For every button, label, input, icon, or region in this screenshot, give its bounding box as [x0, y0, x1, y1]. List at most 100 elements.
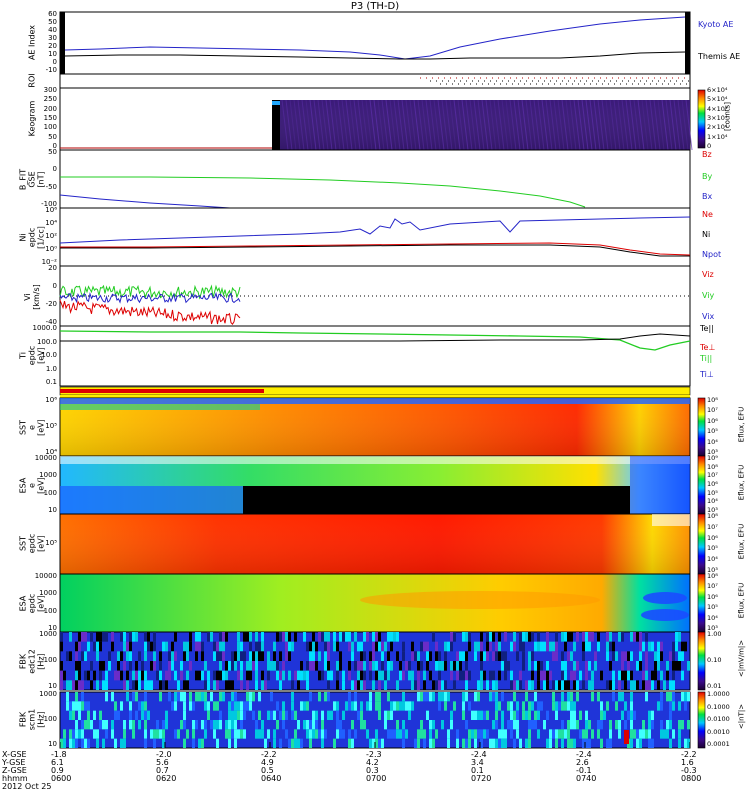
fbk-stripe: [411, 651, 414, 661]
fbk-stripe: [291, 641, 294, 652]
fbk-stripe: [651, 670, 654, 681]
x-tick-label: -2.2: [261, 750, 277, 759]
ylabel-keogram: Keogram: [27, 100, 37, 137]
fbk-stripe: [672, 651, 675, 661]
fbk-stripe: [402, 692, 405, 702]
fbk-stripe: [456, 670, 459, 681]
fbk-stripe: [318, 632, 321, 642]
fbk-stripe: [135, 670, 138, 681]
fbk-stripe: [510, 720, 513, 730]
fbk-stripe: [618, 680, 621, 690]
fbk-stripe: [582, 729, 585, 739]
fbk-stripe: [462, 692, 465, 702]
fbk-stripe: [576, 632, 579, 642]
fbk-stripe: [546, 641, 549, 652]
fbk-stripe: [300, 701, 303, 711]
fbk-stripe: [69, 632, 72, 642]
fbk-stripe: [630, 670, 633, 681]
fbk-stripe: [588, 641, 591, 652]
fbk-stripe: [312, 651, 315, 661]
fbk-stripe: [555, 680, 558, 690]
fbk-stripe: [561, 738, 564, 748]
fbk-stripe: [207, 710, 210, 720]
fbk-stripe: [444, 692, 447, 702]
fbk-stripe: [540, 670, 543, 681]
fbk-stripe: [516, 729, 519, 739]
fbk-stripe: [630, 651, 633, 661]
fbk-stripe: [75, 701, 78, 711]
fbk-stripe: [501, 692, 504, 702]
fbk-stripe: [561, 701, 564, 711]
keogram-streak: [681, 99, 689, 151]
fbk-stripe: [93, 729, 96, 739]
fbk-stripe: [81, 632, 84, 642]
fbk-stripe: [480, 670, 483, 681]
fbk-stripe: [633, 729, 636, 739]
keogram-streak: [589, 99, 597, 151]
fbk-stripe: [81, 701, 84, 711]
fbk-stripe: [348, 661, 351, 671]
spectrogram-black-region: [243, 486, 630, 514]
fbk-stripe: [222, 632, 225, 642]
panel-esa-i: [59, 573, 706, 633]
legend-bx: Bx: [702, 192, 713, 201]
fbk-stripe: [600, 701, 603, 711]
fbk-stripe: [237, 651, 240, 661]
fbk-stripe: [522, 661, 525, 671]
fbk-stripe: [300, 738, 303, 748]
colorbar-tick-label: 10⁷: [707, 406, 718, 415]
fbk-stripe: [225, 632, 228, 642]
fbk-stripe: [279, 738, 282, 748]
panel-frame: [59, 149, 691, 209]
fbk-stripe: [387, 651, 390, 661]
fbk-stripe: [198, 738, 201, 748]
fbk-stripe: [132, 692, 135, 702]
keogram-streak: [645, 99, 653, 151]
fbk-stripe: [381, 738, 384, 748]
fbk-stripe: [531, 632, 534, 642]
fbk-stripe: [405, 701, 408, 711]
fbk-stripe: [264, 738, 267, 748]
fbk-stripe: [498, 670, 501, 681]
fbk-stripe: [468, 641, 471, 652]
fbk-stripe: [186, 670, 189, 681]
fbk-stripe: [357, 661, 360, 671]
fbk-stripe: [432, 632, 435, 642]
fbk-stripe: [543, 720, 546, 730]
fbk-stripe: [147, 680, 150, 690]
fbk-stripe: [198, 641, 201, 652]
y-tick-label: 100: [43, 488, 57, 497]
fbk-stripe: [354, 680, 357, 690]
fbk-stripe: [660, 701, 663, 711]
fbk-stripe: [123, 661, 126, 671]
fbk-stripe: [144, 710, 147, 720]
fbk-stripe: [480, 632, 483, 642]
fbk-stripe: [639, 632, 642, 642]
fbk-stripe: [348, 701, 351, 711]
legend-vix: Vix: [702, 312, 715, 321]
fbk-stripe: [186, 680, 189, 690]
fbk-stripe: [570, 651, 573, 661]
fbk-stripe: [183, 692, 186, 702]
fbk-stripe: [366, 701, 369, 711]
fbk-stripe: [231, 680, 234, 690]
fbk-stripe: [243, 651, 246, 661]
fbk-stripe: [507, 661, 510, 671]
fbk-stripe: [204, 692, 207, 702]
fbk-stripe: [318, 670, 321, 681]
fbk-stripe: [237, 641, 240, 652]
fbk-stripe: [390, 641, 393, 652]
fbk-stripe: [420, 720, 423, 730]
fbk-stripe: [201, 651, 204, 661]
fbk-stripe: [417, 729, 420, 739]
fbk-stripe: [483, 670, 486, 681]
fbk-stripe: [66, 701, 69, 711]
fbk-stripe: [363, 670, 366, 681]
fbk-stripe: [273, 641, 276, 652]
series-npot-line: [59, 216, 691, 244]
fbk-stripe: [375, 661, 378, 671]
fbk-stripe: [255, 641, 258, 652]
fbk-stripe: [606, 680, 609, 690]
fbk-stripe: [618, 670, 621, 681]
fbk-stripe: [312, 632, 315, 642]
